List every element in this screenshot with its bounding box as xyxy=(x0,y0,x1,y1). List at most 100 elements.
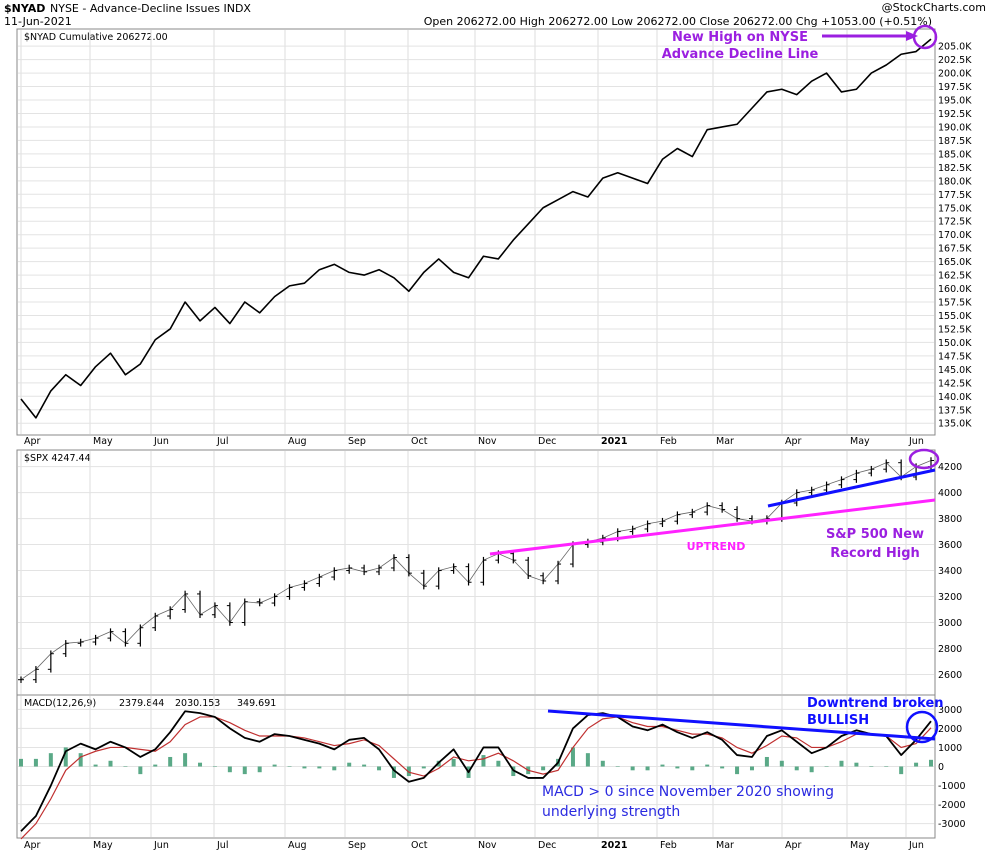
y-tick-label: 155.0K xyxy=(938,311,972,322)
macd-histogram-bar xyxy=(839,760,844,767)
y-tick-label: 192.5K xyxy=(938,109,972,120)
macd-downtrend-line xyxy=(547,709,936,741)
nyad-month-label: Apr xyxy=(24,436,41,447)
macd-histogram-bar xyxy=(705,764,710,767)
macd-month-label: Nov xyxy=(478,840,497,851)
macd-annotation-line1: Downtrend broken xyxy=(807,696,944,711)
series-layer xyxy=(18,38,934,840)
macd-legend-value: 2379.844 xyxy=(119,698,164,709)
y-tick-label: 152.5K xyxy=(938,324,972,335)
spx-record-circle xyxy=(908,448,940,470)
y-tick-label: 172.5K xyxy=(938,217,972,228)
macd-histogram-bar xyxy=(272,764,277,767)
macd-histogram-bar xyxy=(824,766,829,767)
nyad-month-label: Jun xyxy=(153,436,169,447)
y-tick-label: 167.5K xyxy=(938,244,972,255)
y-tick-label: 202.5K xyxy=(938,55,972,66)
header-symbol: $NYAD xyxy=(4,2,45,15)
y-tick-label: 135.0K xyxy=(938,419,972,430)
y-tick-label: 185.0K xyxy=(938,149,972,160)
macd-line xyxy=(20,710,932,832)
macd-note-line2: underlying strength xyxy=(542,804,680,820)
macd-histogram-bar xyxy=(869,766,874,767)
macd-histogram-bar xyxy=(48,753,53,767)
macd-histogram-bar xyxy=(33,758,38,767)
spx-price-line xyxy=(20,460,932,681)
nyad-month-label: Jun xyxy=(908,436,924,447)
macd-histogram-bar xyxy=(153,764,158,767)
macd-histogram-bar xyxy=(406,766,411,777)
header-description: NYSE - Advance-Decline Issues INDX xyxy=(50,2,251,15)
y-tick-label: 142.5K xyxy=(938,378,972,389)
nyad-month-label: Feb xyxy=(660,436,677,447)
macd-month-label: Jul xyxy=(216,840,228,851)
macd-histogram-bar xyxy=(302,766,307,769)
macd-month-label: May xyxy=(93,840,113,851)
y-tick-label: 2800 xyxy=(938,644,962,655)
y-tick-label: 197.5K xyxy=(938,82,972,93)
macd-histogram-bar xyxy=(600,760,605,767)
nyad-annotation-line2: Advance Decline Line xyxy=(662,47,819,62)
macd-histogram-bar xyxy=(496,760,501,767)
y-tick-label: 170.0K xyxy=(938,230,972,241)
macd-histogram-bar xyxy=(809,766,814,773)
macd-month-label: May xyxy=(850,840,870,851)
y-tick-label: 0 xyxy=(938,762,944,773)
macd-month-label: Apr xyxy=(785,840,802,851)
macd-histogram-bar xyxy=(884,766,889,767)
macd-histogram-bar xyxy=(854,762,859,767)
nyad-month-label: May xyxy=(850,436,870,447)
y-tick-label: 157.5K xyxy=(938,298,972,309)
header-date: 11-Jun-2021 xyxy=(4,15,72,28)
macd-histogram-bar xyxy=(735,766,740,775)
y-tick-label: 190.0K xyxy=(938,122,972,133)
macd-histogram-bar xyxy=(481,755,486,767)
nyad-month-label: 2021 xyxy=(601,436,627,447)
y-tick-label: 180.0K xyxy=(938,176,972,187)
spx-panel xyxy=(16,449,936,696)
macd-histogram-bar xyxy=(347,762,352,767)
y-tick-label: 3600 xyxy=(938,540,962,551)
y-tick-label: 165.0K xyxy=(938,257,972,268)
macd-legend-histogram: 349.691 xyxy=(237,698,276,709)
y-tick-label: 187.5K xyxy=(938,136,972,147)
macd-histogram-bar xyxy=(63,747,68,767)
macd-histogram-bar xyxy=(660,764,665,767)
y-tick-label: -1000 xyxy=(938,781,966,792)
nyad-month-label: Mar xyxy=(716,436,734,447)
y-tick-label: 160.0K xyxy=(938,284,972,295)
macd-histogram-bar xyxy=(287,766,292,767)
y-tick-label: 145.0K xyxy=(938,365,972,376)
nyad-legend: $NYAD Cumulative 206272.00 xyxy=(24,32,168,43)
y-tick-label: 200.0K xyxy=(938,69,972,80)
y-tick-label: 1000 xyxy=(938,743,962,754)
macd-histogram-bar xyxy=(899,766,904,775)
header-ohlc: Open 206272.00 High 206272.00 Low 206272… xyxy=(424,15,932,28)
spx-blue-trend-line xyxy=(767,468,936,508)
y-tick-label: 140.0K xyxy=(938,392,972,403)
macd-month-label: Apr xyxy=(24,840,41,851)
y-tick-label: 4200 xyxy=(938,462,962,473)
y-tick-label: 3000 xyxy=(938,618,962,629)
macd-histogram-bar xyxy=(183,753,188,767)
macd-histogram-bar xyxy=(764,756,769,767)
nyad-month-label: Nov xyxy=(478,436,497,447)
macd-note-line1: MACD > 0 since November 2020 showing xyxy=(542,784,834,800)
macd-histogram-bar xyxy=(198,762,203,767)
macd-histogram-bar xyxy=(19,758,23,767)
y-tick-label: -2000 xyxy=(938,800,966,811)
y-tick-label: 3200 xyxy=(938,592,962,603)
watermark: @StockCharts.com xyxy=(882,1,986,14)
y-tick-label: -3000 xyxy=(938,819,966,830)
y-tick-label: 205.0K xyxy=(938,42,972,53)
y-tick-label: 150.0K xyxy=(938,338,972,349)
macd-month-label: 2021 xyxy=(601,840,627,851)
grid-layer xyxy=(18,30,934,837)
macd-histogram-bar xyxy=(317,766,322,769)
macd-histogram-bar xyxy=(645,766,650,771)
macd-histogram-bar xyxy=(78,753,83,767)
macd-month-label: Aug xyxy=(288,840,307,851)
y-tick-label: 147.5K xyxy=(938,351,972,362)
macd-histogram-bar xyxy=(391,766,396,778)
